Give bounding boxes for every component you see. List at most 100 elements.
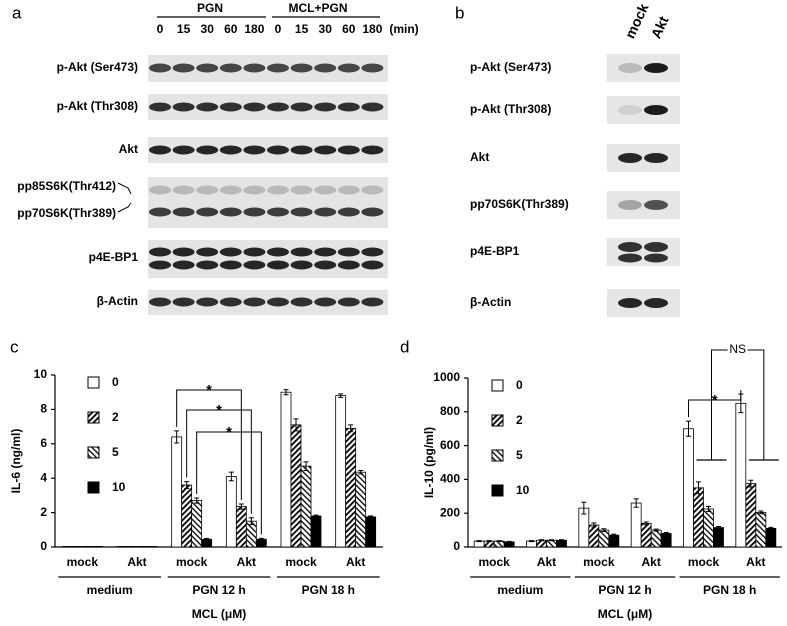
error-bar [581,501,587,515]
band [361,207,384,217]
group-label: PGN 18 h [302,583,355,597]
band [337,247,360,257]
bracket [176,389,242,500]
x-tick-label: Akt [746,555,765,569]
connector [117,202,132,213]
legend-label: 0 [516,378,523,392]
band [149,63,171,73]
x-axis-label: MCL (μM) [598,607,652,621]
row-label: p-Akt (Ser473) [470,60,551,74]
row-label: p4E-BP1 [470,244,520,258]
bar [735,402,747,548]
y-tick-label: 1000 [433,370,460,384]
bar [225,476,237,548]
bar [345,427,357,548]
band [290,185,313,195]
band [243,145,266,155]
band [361,102,384,112]
error-bar [611,533,617,537]
band [219,247,242,257]
band [267,145,289,155]
time-label: 180 [362,22,382,36]
row-label: p-Akt (Thr308) [470,102,551,116]
bar [608,534,620,548]
row-label: p4E-BP1 [89,250,139,264]
bar [546,539,557,548]
y-tick-label: 4 [40,470,47,484]
error-bar [748,479,754,488]
legend-label: 0 [112,375,119,389]
band [314,185,337,195]
band [644,242,668,252]
error-bar [228,471,234,482]
time-label: 180 [244,22,264,36]
bar [660,533,672,548]
error-bar [476,540,482,543]
error-bar [368,515,374,519]
x-tick-label: mock [583,555,615,569]
bar [280,391,292,548]
band [618,105,642,115]
legend-swatch [491,484,504,497]
band [337,63,360,73]
band [290,297,313,307]
blot [607,238,680,266]
bar [355,471,367,548]
bar [556,539,567,548]
error-bar [303,461,309,471]
condition-label: MCL+PGN [288,1,347,15]
band [337,145,360,155]
band [196,247,219,257]
band [618,153,642,163]
error-bar [283,389,289,396]
error-bar [174,430,180,444]
band [196,297,219,307]
legend-swatch [87,411,100,424]
x-tick-label: Akt [127,555,146,569]
band [172,297,195,307]
legend-label: 10 [516,483,530,497]
error-bar [559,539,564,542]
band [361,63,384,73]
error-bar [591,522,597,528]
row-label: p-Akt (Thr308) [57,99,138,113]
blot [148,240,388,278]
annotation: * [712,392,718,409]
band [361,247,384,257]
legend-swatch [87,376,100,389]
legend-swatch [491,414,504,427]
band [644,63,668,73]
x-tick-label: Akt [641,555,660,569]
x-tick-label: Akt [537,555,556,569]
y-tick-label: 0 [40,539,47,553]
bar [640,522,652,548]
time-label: 60 [224,22,238,36]
error-bar [539,539,544,542]
bar [588,524,600,548]
panel-label: a [12,3,22,22]
panel-label: d [400,337,409,356]
error-bar [601,528,607,532]
band [149,297,171,307]
error-bar [496,540,502,543]
error-bar [194,497,200,504]
band [314,247,337,257]
error-bar [293,418,299,432]
band [149,247,171,257]
bracket [196,431,262,535]
y-axis-label: IL-10 (pg/ml) [422,427,436,498]
time-label: 15 [295,22,309,36]
bar [598,529,610,548]
band [172,102,195,112]
band [644,105,668,115]
band [314,297,337,307]
error-bar [706,505,711,513]
bar [630,502,642,548]
time-label: 30 [201,22,215,36]
annotation: * [226,424,232,441]
error-bar [549,539,554,542]
band [196,207,219,217]
band [618,298,642,308]
band [267,207,289,217]
band [618,242,642,252]
